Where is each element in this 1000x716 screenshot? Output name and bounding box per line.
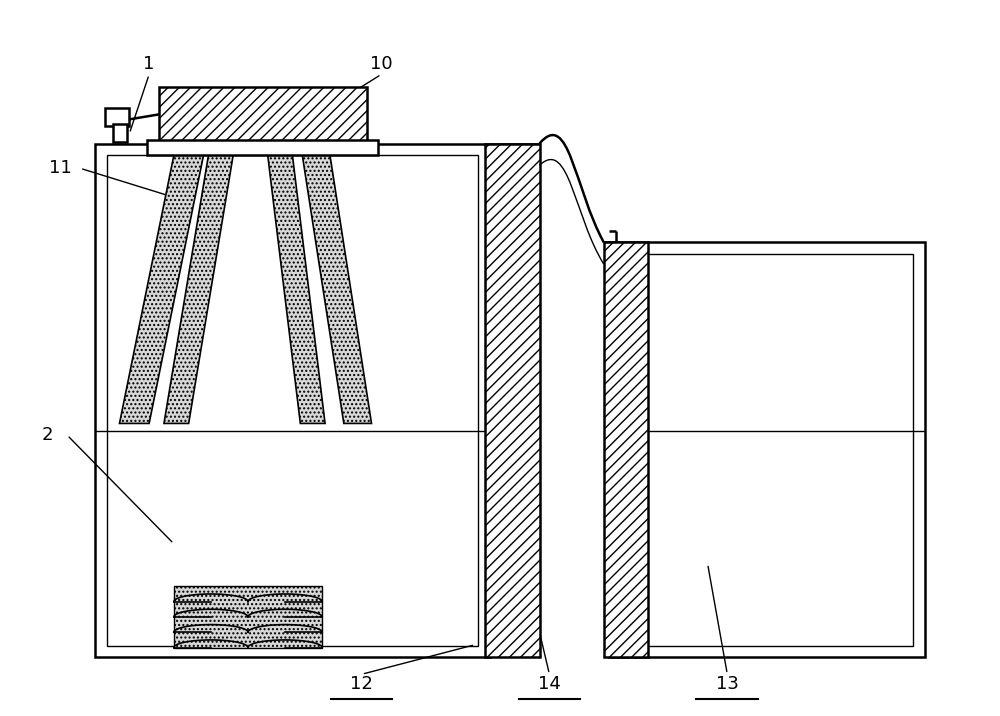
Text: 10: 10 — [370, 55, 393, 74]
Polygon shape — [164, 155, 233, 423]
Polygon shape — [119, 155, 203, 423]
Text: 2: 2 — [42, 426, 53, 444]
Polygon shape — [174, 586, 322, 647]
Bar — [95, 143, 490, 657]
Bar — [604, 242, 648, 657]
Bar — [621, 254, 913, 646]
Polygon shape — [268, 155, 325, 423]
Text: 1: 1 — [143, 55, 155, 74]
Bar — [159, 87, 367, 142]
Bar — [485, 143, 540, 657]
Bar — [609, 242, 925, 657]
Bar — [147, 140, 378, 155]
Bar — [105, 108, 129, 126]
Text: 12: 12 — [350, 675, 373, 693]
Text: 11: 11 — [49, 159, 72, 178]
Polygon shape — [302, 155, 372, 423]
Text: 14: 14 — [538, 675, 561, 693]
Bar — [107, 155, 478, 646]
Bar — [113, 124, 127, 142]
Text: 13: 13 — [716, 675, 739, 693]
